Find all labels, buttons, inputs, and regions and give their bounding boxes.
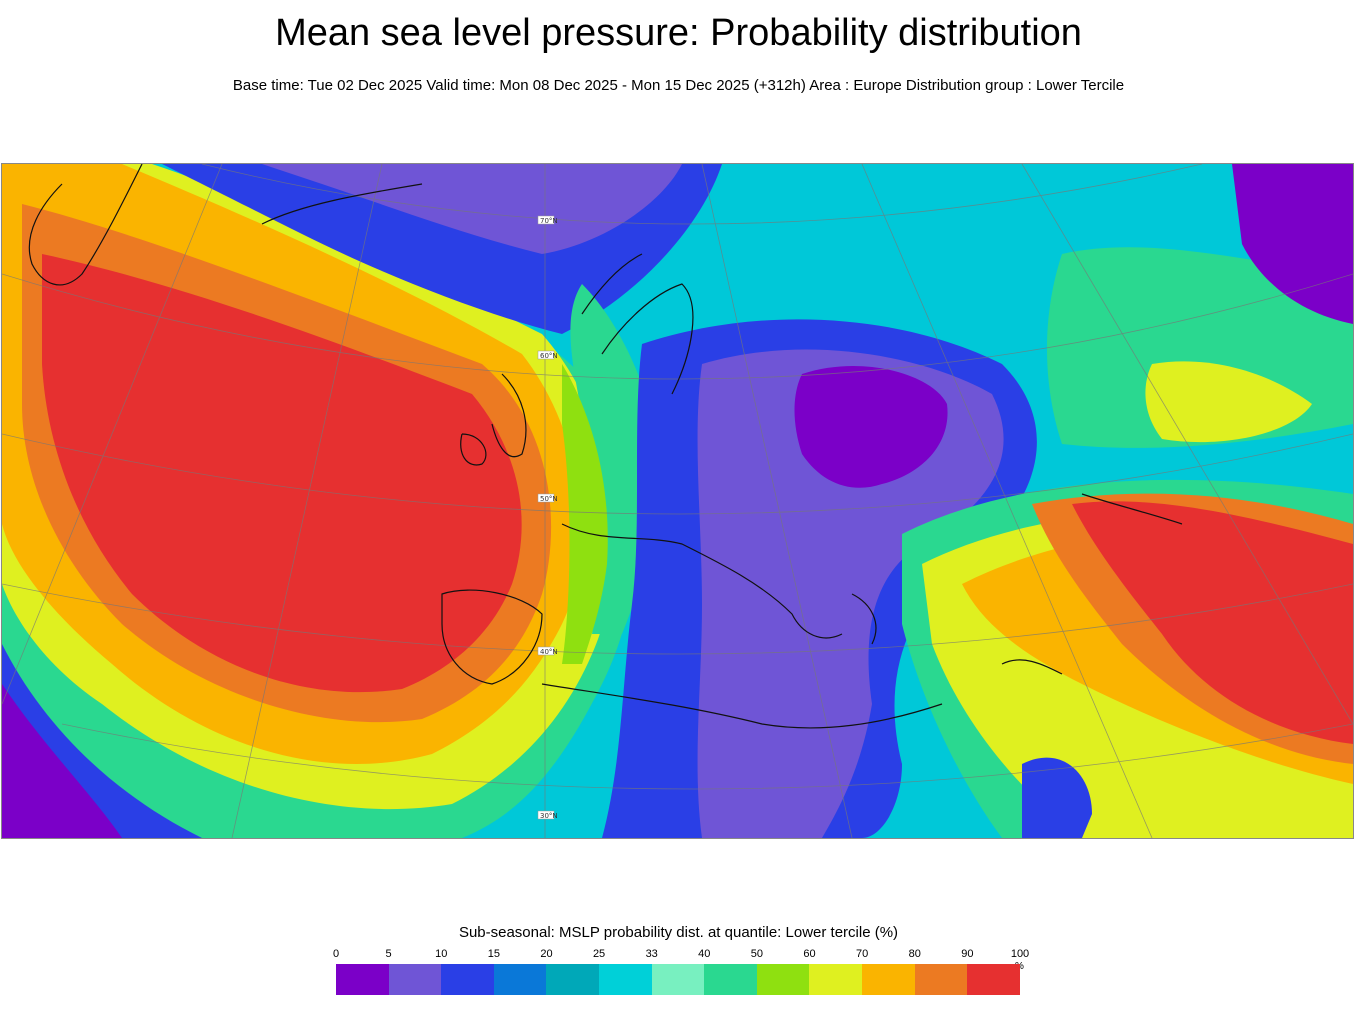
legend-tick-40: 40: [698, 948, 711, 960]
page-title: Mean sea level pressure: Probability dis…: [275, 12, 1082, 54]
legend-swatch-10-15: [441, 964, 494, 995]
field-scandinavia-yellow: [562, 364, 608, 664]
legend-swatch-0-5: [336, 964, 389, 995]
legend-tick-15: 15: [487, 948, 500, 960]
lat-label-70: 70°N: [540, 217, 558, 225]
field-ne-purple: [1232, 164, 1353, 324]
field-africa-red: [1072, 501, 1353, 744]
legend-swatch-5-10: [388, 964, 442, 995]
lat-label-40: 40°N: [540, 648, 558, 656]
legend-colorbar: [336, 964, 1020, 995]
legend-swatch-15-20: [493, 964, 547, 995]
legend-swatch-80-90: [914, 964, 968, 995]
legend-title: Sub-seasonal: MSLP probability dist. at …: [458, 924, 899, 941]
legend-tick-50: 50: [750, 948, 764, 960]
legend-swatch-50-60: [756, 964, 810, 995]
legend-swatch-60-70: [809, 964, 863, 995]
graticule: [2, 164, 1353, 838]
legend-swatch-90-100: [967, 964, 1020, 995]
map-subtitle: Base time: Tue 02 Dec 2025 Valid time: M…: [232, 77, 1125, 94]
legend-tick-70: 70: [856, 948, 869, 960]
legend-swatch-20-25: [546, 964, 600, 995]
legend-swatch-40-50: [704, 964, 757, 995]
legend-swatch-33-40: [651, 964, 705, 995]
lat-label-30: 30°N: [540, 812, 558, 820]
lat-label-50: 50°N: [540, 495, 558, 503]
legend-tick-0: 0: [332, 948, 340, 960]
legend-ticks: 0 5 10 15 20 25 33 40 50 60 70 80 90 100: [332, 948, 1029, 962]
field-ne-yellow: [1145, 361, 1312, 443]
legend-swatch-25-33: [599, 964, 652, 995]
legend-tick-80: 80: [908, 948, 921, 960]
legend-tick-60: 60: [803, 948, 816, 960]
field-sw-purple: [2, 684, 122, 838]
field-arctic-purple: [262, 164, 682, 254]
field-europe-core: [794, 365, 948, 488]
legend-tick-10: 10: [435, 948, 448, 960]
field-africa-blue: [1022, 757, 1092, 838]
probability-map: 70°N 60°N 50°N 40°N 30°N: [1, 163, 1354, 839]
legend-tick-100: 100: [1010, 948, 1030, 960]
legend-tick-5: 5: [385, 948, 392, 960]
field-sw-blue: [2, 584, 332, 838]
lat-label-60: 60°N: [540, 352, 558, 360]
legend-tick-33: 33: [645, 948, 658, 960]
legend-tick-20: 20: [540, 948, 553, 960]
field-europe-purple: [697, 349, 1004, 838]
latitude-labels: 70°N 60°N 50°N 40°N 30°N: [537, 215, 558, 820]
legend-swatch-70-80: [862, 964, 915, 995]
legend-tick-25: 25: [592, 948, 606, 960]
field-atlantic-red: [42, 254, 522, 693]
legend-tick-90: 90: [961, 948, 974, 960]
coastlines: [28, 164, 1183, 729]
